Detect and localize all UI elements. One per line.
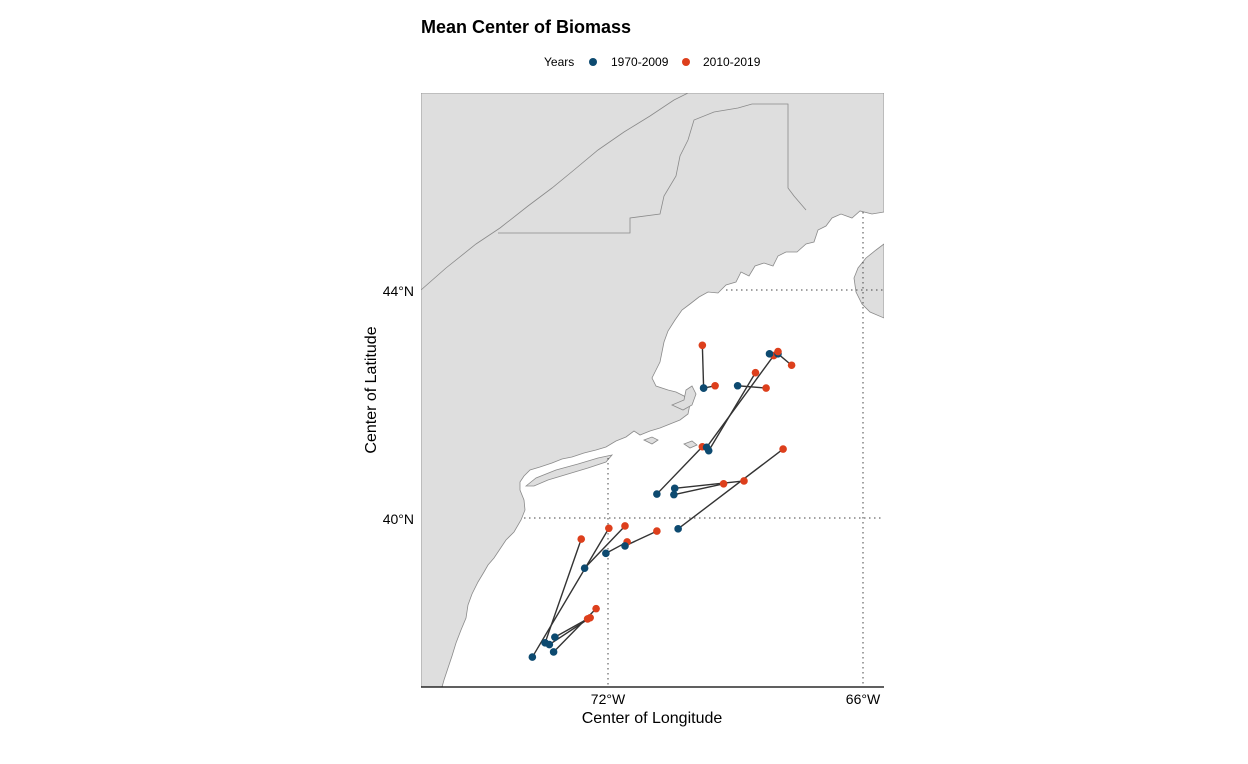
point-1970-2009-3 — [653, 490, 661, 498]
point-1970-2009-14 — [580, 564, 589, 572]
trajectory-line-14 — [584, 525, 626, 569]
trajectory-line-6 — [706, 355, 775, 448]
point-2010-2019-2 — [653, 527, 661, 535]
border-us-canada — [498, 103, 807, 234]
point-2010-2019-16 — [605, 524, 613, 533]
trajectory-line-9 — [737, 385, 767, 389]
point-2010-2019-11 — [774, 347, 782, 356]
trajectory-line-12 — [674, 480, 745, 490]
legend-label-early: 1970-2009 — [611, 55, 669, 69]
point-2010-2019-9 — [762, 384, 770, 392]
trajectory-line-7 — [701, 345, 705, 389]
point-1970-2009-12 — [670, 484, 679, 493]
land-nova-scotia — [853, 243, 884, 319]
land-nantucket — [683, 440, 698, 449]
x-tick-66w: 66°W — [846, 691, 881, 707]
point-1970-2009-13 — [670, 490, 678, 499]
land-long-island — [524, 454, 614, 487]
point-1970-2009-18 — [545, 640, 554, 649]
chart-title: Mean Center of Biomass — [421, 17, 631, 37]
point-2010-2019-13 — [719, 480, 728, 488]
data-layer — [528, 341, 796, 661]
land-marthas-vineyard — [643, 436, 659, 445]
point-2010-2019-10 — [787, 361, 796, 370]
legend-label-late: 2010-2019 — [703, 55, 761, 69]
land-mainland — [421, 93, 884, 687]
point-1970-2009-6 — [702, 443, 711, 452]
point-2010-2019-12 — [740, 477, 748, 485]
point-2010-2019-8 — [711, 381, 719, 390]
map-panel — [421, 93, 884, 687]
point-1970-2009-19 — [551, 633, 559, 641]
point-1970-2009-8 — [699, 384, 708, 392]
legend-marker-late — [682, 58, 690, 66]
legend-marker-early — [589, 58, 597, 66]
land-cape-cod — [670, 385, 697, 411]
point-2010-2019-5 — [751, 368, 760, 377]
point-1970-2009-17 — [549, 648, 558, 656]
y-axis-title: Center of Latitude — [363, 326, 380, 453]
trajectory-line-4 — [677, 448, 784, 530]
x-axis-title: Center of Longitude — [582, 710, 723, 727]
y-tick-44n: 44°N — [383, 283, 414, 299]
trajectory-line-13 — [673, 483, 724, 496]
point-2010-2019-4 — [779, 445, 787, 453]
trajectory-line-3 — [656, 446, 703, 495]
trajectory-line-19 — [554, 618, 588, 638]
point-1970-2009-16 — [528, 653, 537, 661]
river-st-lawrence — [421, 93, 689, 291]
y-tick-40n: 40°N — [383, 511, 414, 527]
legend: Years 1970-2009 2010-2019 — [544, 55, 761, 69]
trajectory-line-16 — [531, 527, 610, 658]
gridlines — [524, 212, 884, 687]
point-2010-2019-7 — [698, 341, 707, 350]
point-1970-2009-4 — [674, 525, 682, 533]
x-tick-72w: 72°W — [591, 691, 626, 707]
point-2010-2019-15 — [577, 535, 586, 543]
point-1970-2009-11 — [765, 350, 774, 358]
legend-title: Years — [544, 55, 574, 69]
point-2010-2019-17 — [592, 604, 600, 613]
point-2010-2019-14 — [621, 522, 629, 530]
point-2010-2019-19 — [583, 615, 592, 623]
point-1970-2009-9 — [733, 381, 742, 390]
point-1970-2009-2 — [621, 542, 629, 550]
point-1970-2009-1 — [602, 549, 610, 558]
